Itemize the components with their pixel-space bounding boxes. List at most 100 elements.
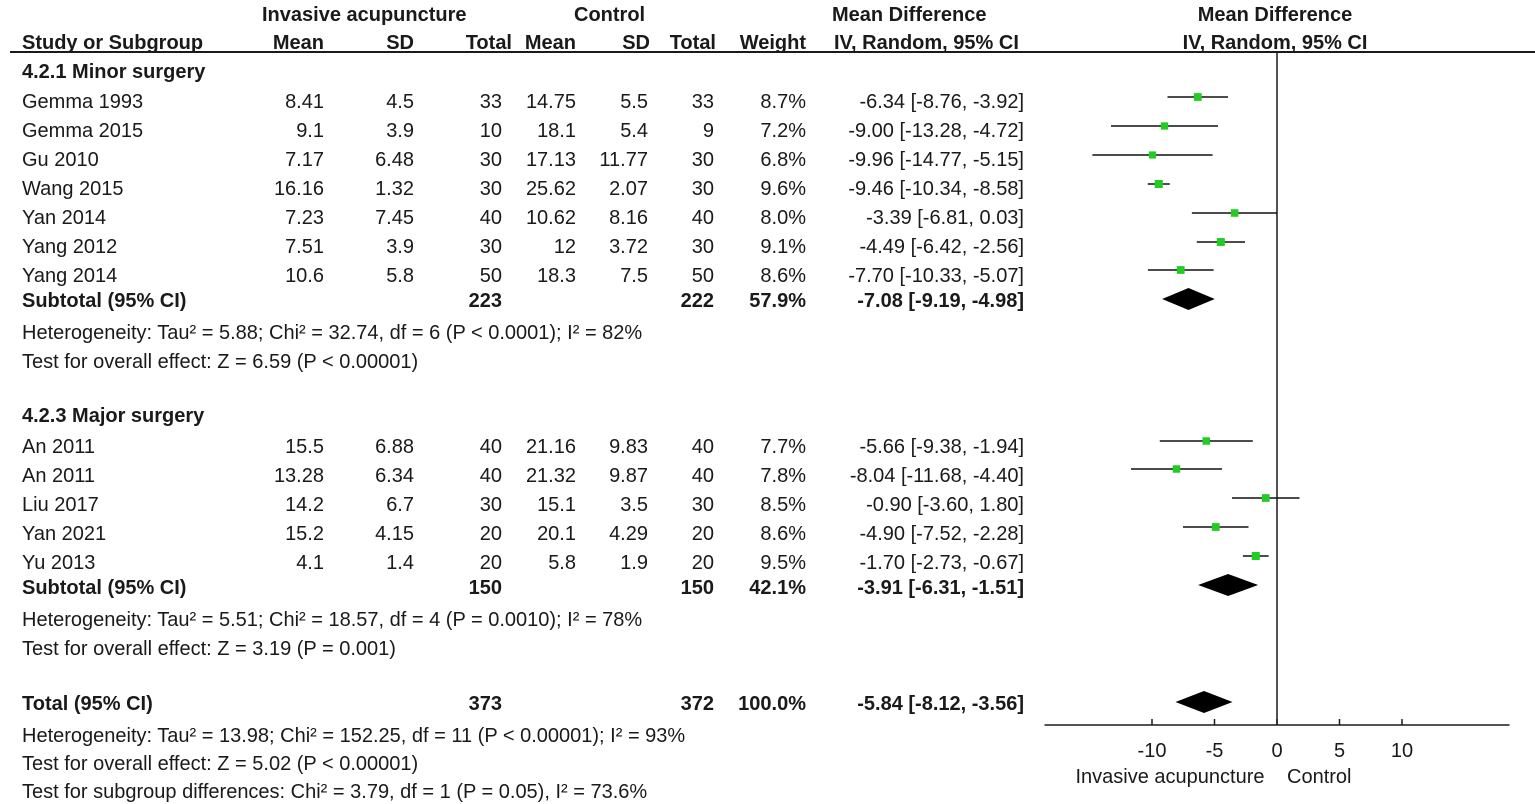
total1: 30	[479, 494, 502, 516]
weight: 8.0%	[760, 207, 806, 229]
weight: 7.7%	[760, 436, 806, 458]
study-marker	[1148, 151, 1157, 159]
group-header-control: Control	[574, 4, 646, 26]
mean2: 20.1	[537, 523, 576, 545]
sd2: 7.5	[620, 265, 648, 287]
study-marker	[1216, 238, 1225, 246]
sd2: 4.29	[609, 523, 648, 545]
summary-diamond	[1162, 288, 1215, 310]
mean1: 7.23	[285, 207, 324, 229]
ci-value: -0.90 [-3.60, 1.80]	[866, 494, 1024, 516]
total1: 30	[479, 236, 502, 258]
total1: 30	[479, 149, 502, 171]
total2: 20	[691, 523, 714, 545]
x-tick-label: 5	[1334, 740, 1345, 762]
study-name: Gemma 2015	[22, 120, 144, 142]
total2: 20	[691, 552, 714, 574]
weight: 9.1%	[760, 236, 806, 258]
total1: 40	[479, 207, 502, 229]
sd1: 3.9	[386, 236, 414, 258]
study-name: An 2011	[22, 436, 96, 458]
subtotal-total2: 222	[680, 290, 714, 312]
mean1: 10.6	[285, 265, 324, 287]
mean1: 8.41	[285, 91, 324, 113]
total2: 40	[691, 207, 714, 229]
total-ci: -5.84 [-8.12, -3.56]	[857, 693, 1024, 715]
sd1: 4.15	[375, 523, 414, 545]
total2: 33	[691, 91, 714, 113]
sd1: 6.88	[375, 436, 414, 458]
study-marker	[1160, 122, 1169, 130]
ci-value: -4.90 [-7.52, -2.28]	[859, 523, 1024, 545]
sd1: 5.8	[386, 265, 414, 287]
weight: 8.7%	[760, 91, 806, 113]
total1: 40	[479, 436, 502, 458]
plot-header-title: Mean Difference	[1197, 4, 1353, 26]
overall-effect-text: Test for overall effect: Z = 3.19 (P = 0…	[22, 638, 396, 660]
total2: 50	[691, 265, 714, 287]
weight: 7.2%	[760, 120, 806, 142]
summary-diamond	[1198, 574, 1259, 596]
study-name: An 2011	[22, 465, 96, 487]
total-label: Total (95% CI)	[22, 693, 153, 715]
col-weight-header: Weight	[739, 32, 806, 54]
weight: 8.6%	[760, 523, 806, 545]
mean1: 7.17	[285, 149, 324, 171]
x-tick-label: -10	[1138, 740, 1167, 762]
mean1: 14.2	[285, 494, 324, 516]
mean2: 15.1	[537, 494, 576, 516]
total-total2: 372	[680, 693, 714, 715]
ci-value: -7.70 [-10.33, -5.07]	[848, 265, 1024, 287]
total2: 30	[691, 178, 714, 200]
x-tick-label: 10	[1391, 740, 1413, 762]
total2: 30	[691, 149, 714, 171]
mean2: 12	[553, 236, 576, 258]
col-mean1-header: Mean	[272, 32, 324, 54]
total1: 10	[479, 120, 502, 142]
mean2: 14.75	[525, 91, 576, 113]
ci-value: -9.00 [-13.28, -4.72]	[848, 120, 1024, 142]
sd1: 3.9	[386, 120, 414, 142]
sd1: 4.5	[386, 91, 414, 113]
ci-value: -3.39 [-6.81, 0.03]	[866, 207, 1024, 229]
subtotal-label: Subtotal (95% CI)	[22, 290, 187, 312]
mean1: 9.1	[296, 120, 324, 142]
mean2: 17.13	[525, 149, 576, 171]
heterogeneity-text: Heterogeneity: Tau² = 5.51; Chi² = 18.57…	[22, 609, 643, 631]
subtotal-ci: -7.08 [-9.19, -4.98]	[857, 290, 1024, 312]
col-total1-header: Total	[465, 32, 512, 54]
group-header-invasive: Invasive acupuncture	[262, 4, 467, 26]
mean1: 16.16	[273, 178, 324, 200]
weight: 9.6%	[760, 178, 806, 200]
study-name: Liu 2017	[22, 494, 99, 516]
sd2: 2.07	[609, 178, 648, 200]
study-name: Yang 2014	[22, 265, 118, 287]
sd1: 6.34	[375, 465, 414, 487]
favours-left-label: Invasive acupuncture	[1075, 766, 1264, 788]
mean2: 18.3	[537, 265, 576, 287]
heterogeneity-text: Heterogeneity: Tau² = 5.88; Chi² = 32.74…	[22, 322, 643, 344]
mean2: 18.1	[537, 120, 576, 142]
total1: 30	[479, 178, 502, 200]
mean1: 15.5	[285, 436, 324, 458]
total1: 40	[479, 465, 502, 487]
summary-diamond	[1175, 691, 1233, 713]
subtotal-ci: -3.91 [-6.31, -1.51]	[857, 577, 1024, 599]
subtotal-weight: 42.1%	[749, 577, 806, 599]
subtotal-total1: 150	[468, 577, 502, 599]
favours-right-label: Control	[1287, 766, 1351, 788]
weight: 6.8%	[760, 149, 806, 171]
total2: 40	[691, 465, 714, 487]
sd2: 1.9	[620, 552, 648, 574]
study-marker	[1261, 494, 1270, 502]
total2: 30	[691, 494, 714, 516]
sd2: 3.72	[609, 236, 648, 258]
study-marker	[1230, 209, 1239, 217]
total1: 33	[479, 91, 502, 113]
sd1: 7.45	[375, 207, 414, 229]
mean1: 7.51	[285, 236, 324, 258]
study-name: Yan 2014	[22, 207, 107, 229]
mean2: 25.62	[525, 178, 576, 200]
overall-effect-text: Test for overall effect: Z = 6.59 (P < 0…	[22, 351, 419, 373]
ci-value: -8.04 [-11.68, -4.40]	[849, 465, 1024, 487]
